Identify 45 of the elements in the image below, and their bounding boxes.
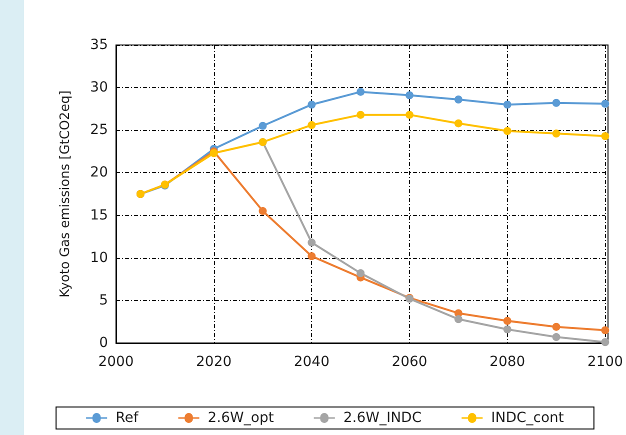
- point: [503, 316, 512, 325]
- point: [454, 119, 462, 128]
- point: [308, 238, 316, 247]
- x-tick-label: 2000: [98, 354, 134, 370]
- y-tick-label: 25: [90, 122, 108, 138]
- point: [601, 326, 610, 334]
- y-tick-label: 20: [90, 164, 108, 181]
- point: [601, 132, 610, 140]
- y-tick-label: 35: [90, 37, 108, 53]
- point: [601, 338, 610, 346]
- x-tick-label: 2020: [196, 354, 232, 370]
- point: [406, 91, 414, 100]
- legend-label: 2.6W_opt: [208, 410, 274, 426]
- y-tick-label: 15: [90, 207, 108, 224]
- y-tick-label: 10: [90, 250, 108, 266]
- y-tick-label: 5: [99, 292, 108, 308]
- legend-label: 2.6W_INDC: [343, 410, 422, 426]
- point: [356, 88, 365, 96]
- point: [503, 325, 512, 334]
- point: [454, 315, 462, 324]
- x-tick-label: 2080: [490, 354, 526, 370]
- legend-label: INDC_cont: [491, 410, 564, 426]
- point: [552, 130, 560, 138]
- y-tick-label: 30: [90, 80, 108, 96]
- point: [503, 100, 512, 109]
- point: [454, 95, 462, 104]
- point: [503, 126, 512, 135]
- y-axis-title: Kyoto Gas emissions [GtCO2eq]: [58, 90, 73, 298]
- point: [601, 100, 610, 108]
- x-tick-label: 2040: [294, 354, 330, 370]
- point: [308, 121, 316, 130]
- y-tick-label: 0: [99, 335, 108, 351]
- point: [356, 269, 365, 278]
- point: [406, 110, 414, 119]
- legend-label: Ref: [116, 410, 140, 426]
- point: [552, 333, 560, 342]
- point: [258, 122, 267, 130]
- point: [308, 252, 316, 260]
- x-tick-label: 2100: [587, 354, 624, 370]
- point: [552, 98, 560, 107]
- point: [258, 207, 267, 216]
- x-tick-label: 2060: [392, 354, 428, 370]
- point: [356, 110, 365, 119]
- point: [308, 100, 316, 109]
- point: [552, 322, 560, 331]
